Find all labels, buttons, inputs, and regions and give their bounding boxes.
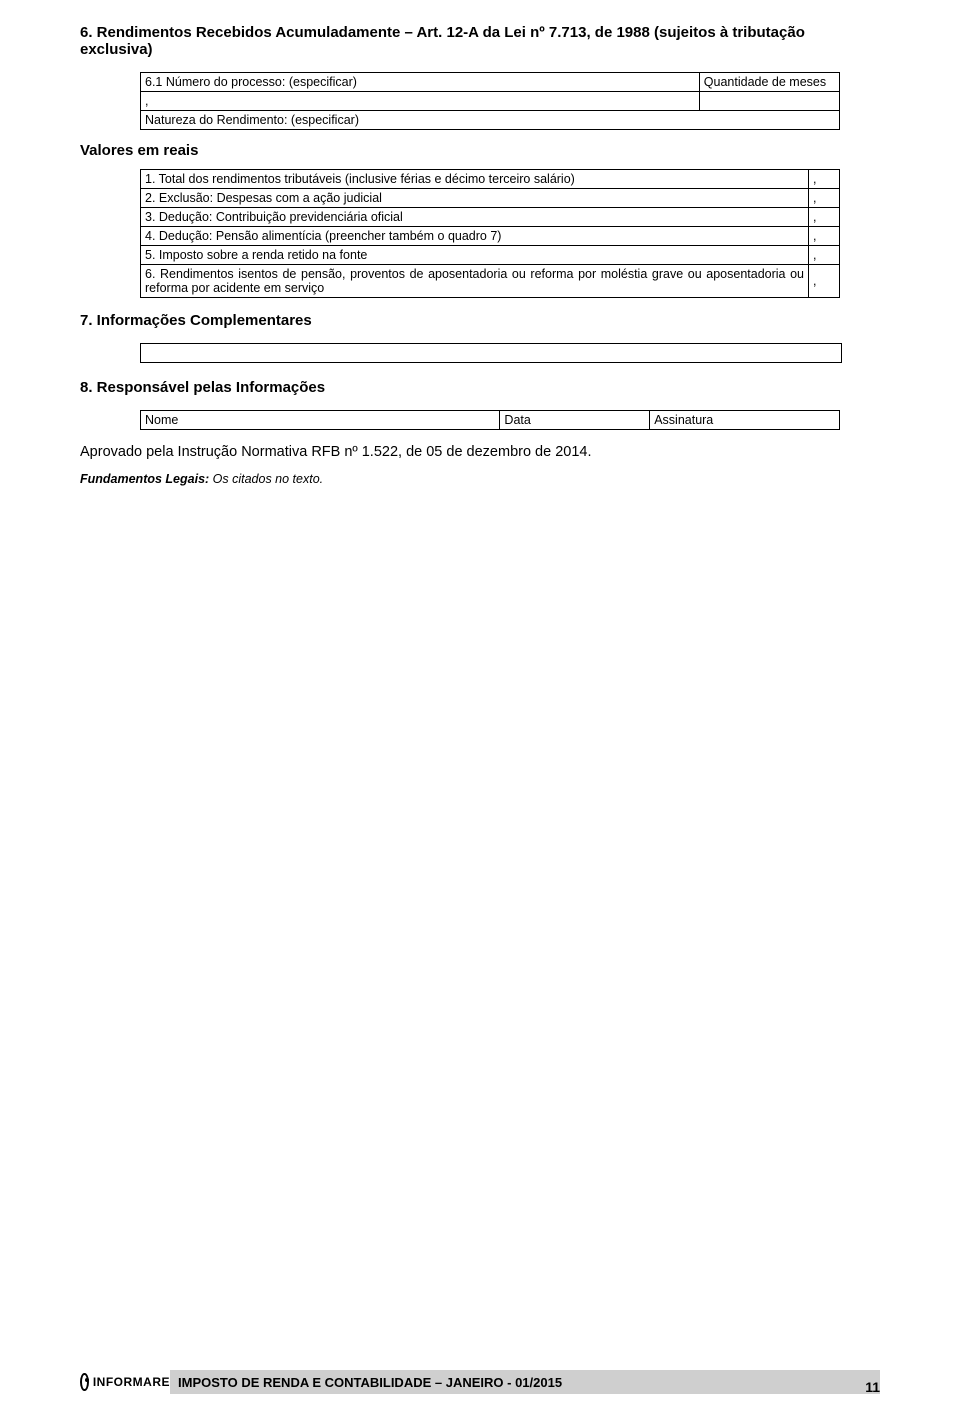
fundamentals-label: Fundamentos Legais: [80,472,209,486]
s6-r3: Natureza do Rendimento: (especificar) [141,111,840,130]
row-5-value: , [809,246,840,265]
row-5-label: 5. Imposto sobre a renda retido na fonte [141,246,809,265]
row-2-label: 2. Exclusão: Despesas com a ação judicia… [141,189,809,208]
values-table: 1. Total dos rendimentos tributáveis (in… [140,169,840,298]
fundamentals-body: Os citados no texto. [209,472,323,486]
footer-logo-text: INFORMARE [93,1375,170,1389]
section-8-table: Nome Data Assinatura [140,410,840,430]
row-4-label: 4. Dedução: Pensão alimentícia (preenche… [141,227,809,246]
row-6-value: , [809,265,840,298]
section-6-title: 6. Rendimentos Recebidos Acumuladamente … [80,24,880,58]
row-3-label: 3. Dedução: Contribuição previdenciária … [141,208,809,227]
logo-icon [80,1373,89,1391]
footer-logo: INFORMARE [80,1370,170,1394]
row-4-value: , [809,227,840,246]
values-subtitle: Valores em reais [80,142,880,159]
col-data: Data [500,411,650,430]
s6-r2-right [699,92,839,111]
s6-r1-right: Quantidade de meses [699,73,839,92]
footer: INFORMARE IMPOSTO DE RENDA E CONTABILIDA… [80,1369,880,1395]
row-1-value: , [809,170,840,189]
approval-text: Aprovado pela Instrução Normativa RFB nº… [80,444,880,460]
col-assinatura: Assinatura [650,411,840,430]
section-6-table: 6.1 Número do processo: (especificar) Qu… [140,72,840,130]
row-1-label: 1. Total dos rendimentos tributáveis (in… [141,170,809,189]
section-7-title: 7. Informações Complementares [80,312,880,329]
section-8-title: 8. Responsável pelas Informações [80,379,880,396]
row-6-label: 6. Rendimentos isentos de pensão, proven… [141,265,809,298]
row-3-value: , [809,208,840,227]
fundamentals: Fundamentos Legais: Os citados no texto. [80,472,880,486]
s6-r2-left: , [141,92,700,111]
section-7-empty-box [140,343,842,363]
footer-bar-text: IMPOSTO DE RENDA E CONTABILIDADE – JANEI… [170,1370,880,1394]
col-nome: Nome [141,411,500,430]
row-2-value: , [809,189,840,208]
page: 6. Rendimentos Recebidos Acumuladamente … [0,0,960,1421]
page-number: 11 [865,1379,880,1395]
s6-r1-left: 6.1 Número do processo: (especificar) [141,73,700,92]
